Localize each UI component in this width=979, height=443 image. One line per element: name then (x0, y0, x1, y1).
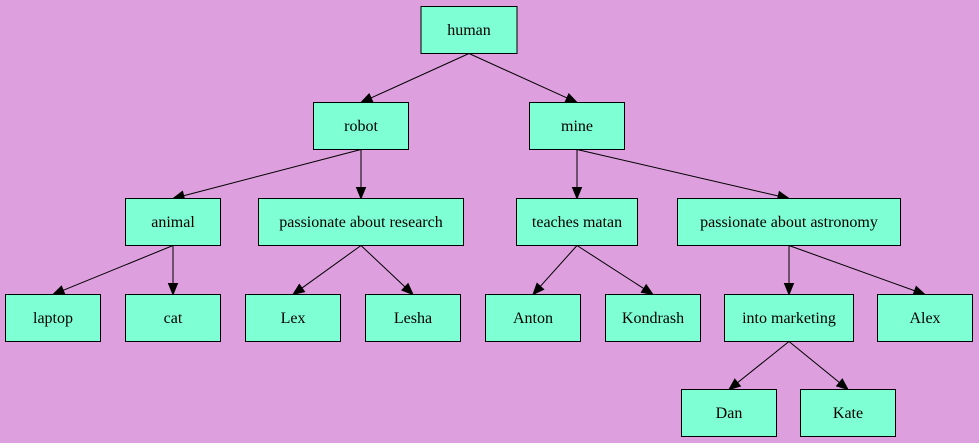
arrowhead (640, 283, 655, 296)
edge-line (539, 245, 578, 287)
edge-line (788, 341, 840, 383)
node-box (125, 198, 221, 246)
arrowhead (167, 283, 179, 296)
node-astronomy: passionate about astronomy (677, 198, 901, 246)
nodes-layer: human robot mine animal passionate about res… (5, 6, 973, 437)
edge-line (183, 149, 362, 197)
edge-line (737, 341, 790, 384)
node-laptop: laptop (5, 294, 101, 342)
node-matan: teaches matan (516, 198, 638, 246)
node-label: Kate (833, 405, 863, 422)
node-mine: mine (529, 102, 625, 150)
edge-research-to-lesha (360, 245, 414, 296)
node-box (420, 6, 518, 54)
node-label: mine (561, 118, 593, 135)
node-box (258, 198, 464, 246)
edge-astronomy-to-alex (788, 245, 927, 296)
node-box (877, 294, 973, 342)
edge-robot-to-research (355, 149, 367, 200)
node-box (800, 389, 896, 437)
node-box (677, 198, 901, 246)
node-label: laptop (33, 310, 73, 327)
arrowhead (835, 378, 850, 391)
node-label: animal (151, 214, 195, 231)
arrowhead (359, 92, 374, 104)
node-label: into marketing (742, 310, 836, 327)
node-kate: Kate (800, 389, 896, 437)
edge-astronomy-to-marketing (783, 245, 795, 296)
node-box (125, 294, 221, 342)
node-animal: animal (125, 198, 221, 246)
node-label: robot (344, 118, 378, 135)
edge-animal-to-laptop (51, 245, 174, 296)
edge-line (576, 149, 779, 197)
node-box (605, 294, 701, 342)
edge-marketing-to-kate (788, 341, 850, 391)
node-cat: cat (125, 294, 221, 342)
edge-line (788, 245, 915, 292)
node-label: passionate about research (279, 214, 442, 231)
edge-line (468, 53, 568, 99)
node-label: Dan (716, 405, 743, 422)
edge-line (360, 245, 406, 288)
node-label: human (447, 22, 491, 39)
node-anton: Anton (485, 294, 581, 342)
edge-human-to-mine (468, 53, 579, 104)
node-box (516, 198, 638, 246)
edge-matan-to-kondrash (576, 245, 655, 296)
arrowhead (783, 283, 795, 296)
node-box (5, 294, 101, 342)
node-lex: Lex (245, 294, 341, 342)
arrowhead (401, 282, 414, 296)
edge-line (62, 245, 174, 291)
node-box (313, 102, 409, 150)
arrowhead (355, 187, 367, 200)
edge-line (576, 245, 645, 289)
node-box (485, 294, 581, 342)
node-marketing: into marketing (724, 294, 854, 342)
node-label: Lesha (394, 310, 432, 327)
node-label: passionate about astronomy (700, 214, 878, 231)
arrowhead (51, 285, 66, 296)
node-box (529, 102, 625, 150)
node-box (245, 294, 341, 342)
node-label: Lex (281, 310, 306, 327)
node-label: Anton (513, 310, 553, 327)
node-dan: Dan (681, 389, 777, 437)
edge-animal-to-cat (167, 245, 179, 296)
node-kondrash: Kondrash (605, 294, 701, 342)
edge-mine-to-astronomy (576, 149, 791, 202)
node-label: Alex (909, 310, 940, 327)
node-label: cat (164, 310, 183, 327)
node-label: Kondrash (622, 310, 684, 327)
node-label: teaches matan (532, 214, 622, 231)
node-robot: robot (313, 102, 409, 150)
edge-marketing-to-dan (727, 341, 790, 391)
node-box (681, 389, 777, 437)
arrowhead (571, 187, 583, 200)
edges-layer (51, 53, 927, 391)
arrowhead (727, 378, 742, 391)
edge-research-to-lex (291, 245, 362, 296)
node-box (365, 294, 461, 342)
node-lesha: Lesha (365, 294, 461, 342)
edge-line (301, 245, 362, 289)
node-box (724, 294, 854, 342)
node-human: human (420, 6, 518, 54)
node-research: passionate about research (258, 198, 464, 246)
arrowhead (912, 285, 927, 296)
arrowhead (291, 283, 306, 296)
edge-robot-to-animal (171, 149, 362, 201)
edge-matan-to-anton (532, 245, 578, 296)
edge-human-to-robot (359, 53, 470, 104)
arrowhead (532, 282, 545, 296)
edge-line (370, 53, 470, 99)
node-alex: Alex (877, 294, 973, 342)
edge-mine-to-matan (571, 149, 583, 200)
arrowhead (564, 92, 579, 104)
